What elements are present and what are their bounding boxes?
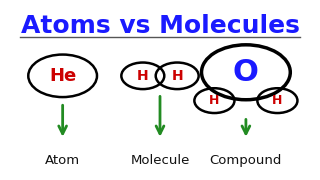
Text: H: H	[172, 69, 183, 83]
Text: H: H	[209, 94, 220, 107]
Text: Atoms vs Molecules: Atoms vs Molecules	[20, 14, 300, 38]
Text: Molecule: Molecule	[130, 154, 190, 167]
Text: O: O	[233, 58, 259, 87]
Text: He: He	[49, 67, 76, 85]
Text: H: H	[272, 94, 283, 107]
Text: H: H	[137, 69, 148, 83]
Text: Compound: Compound	[210, 154, 282, 167]
Text: Atom: Atom	[45, 154, 80, 167]
